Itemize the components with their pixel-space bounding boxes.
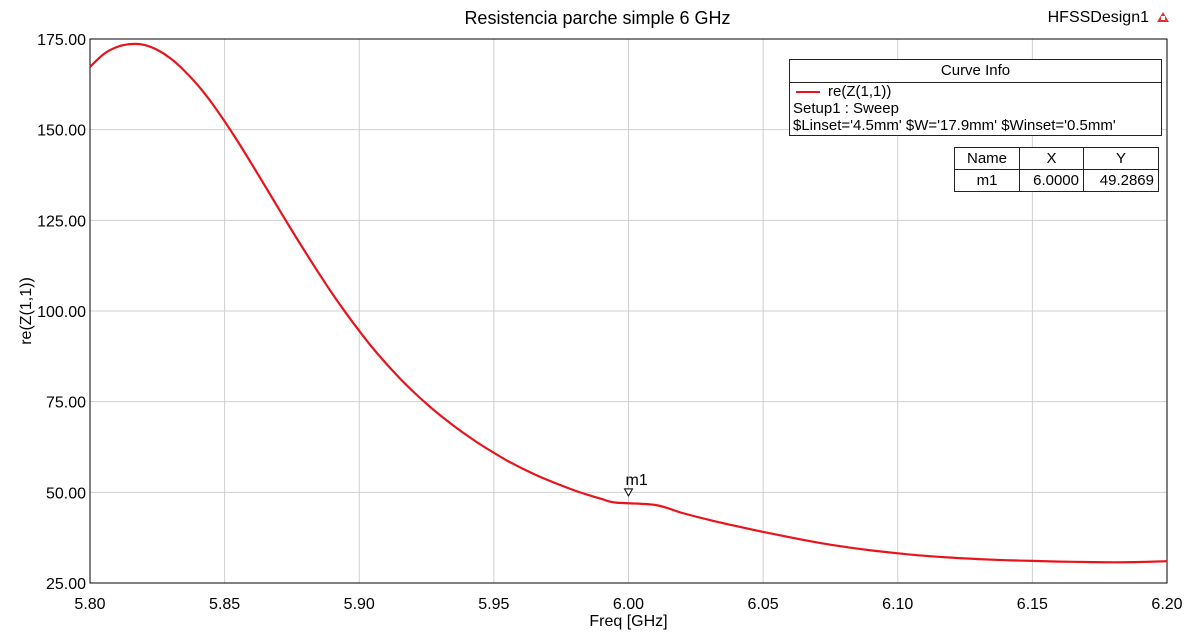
y-tick-label: 25.00 [46, 576, 86, 593]
x-tick-label: 6.05 [748, 596, 779, 613]
marker-col-name: Name [954, 147, 1020, 170]
y-tick-label: 100.00 [37, 304, 86, 321]
marker-col-y: Y [1083, 147, 1159, 170]
design-name: HFSSDesign1 [1047, 9, 1149, 26]
x-tick-label: 5.95 [478, 596, 509, 613]
marker-col-x: X [1019, 147, 1084, 170]
y-tick-label: 75.00 [46, 395, 86, 412]
trace-line-swatch [796, 91, 820, 94]
plot-frame [89, 38, 1168, 584]
x-tick-label: 6.10 [882, 596, 913, 613]
chart-title: Resistencia parche simple 6 GHz [464, 8, 731, 28]
legend-trace-row: re(Z(1,1)) [790, 83, 1161, 100]
x-axis-label: Freq [GHz] [589, 613, 667, 630]
trace-name: re(Z(1,1)) [828, 83, 892, 100]
x-tick-label: 5.90 [344, 596, 375, 613]
x-tick-label: 5.85 [209, 596, 240, 613]
y-tick-label: 150.00 [37, 123, 86, 140]
y-tick-label: 175.00 [37, 32, 86, 49]
series-line [89, 42, 1168, 564]
marker-y-cell: 49.2869 [1083, 169, 1159, 192]
marker-table-header-row: Name X Y [954, 147, 1159, 170]
y-tick-label: 125.00 [37, 213, 86, 230]
marker-table[interactable]: Name X Y m1 6.0000 49.2869 [954, 147, 1159, 192]
y-tick-label: 50.00 [46, 485, 86, 502]
marker-label: m1 [626, 472, 648, 489]
ansys-logo-icon [1157, 12, 1169, 22]
y-axis-label: re(Z(1,1)) [18, 277, 35, 345]
legend-setup: Setup1 : Sweep [793, 100, 899, 117]
marker-triangle-icon [623, 488, 634, 497]
x-tick-label: 6.00 [613, 596, 644, 613]
legend-title: Curve Info [790, 60, 1161, 83]
curve-info-legend[interactable]: Curve Info re(Z(1,1)) Setup1 : Sweep $Li… [789, 59, 1162, 136]
marker-x-cell: 6.0000 [1019, 169, 1084, 192]
marker-name-cell: m1 [954, 169, 1020, 192]
legend-params: $Linset='4.5mm' $W='17.9mm' $Winset='0.5… [793, 117, 1116, 134]
x-tick-label: 6.15 [1017, 596, 1048, 613]
x-tick-label: 5.80 [74, 596, 105, 613]
x-tick-label: 6.20 [1151, 596, 1182, 613]
marker-row-m1[interactable]: m1 6.0000 49.2869 [954, 169, 1159, 192]
